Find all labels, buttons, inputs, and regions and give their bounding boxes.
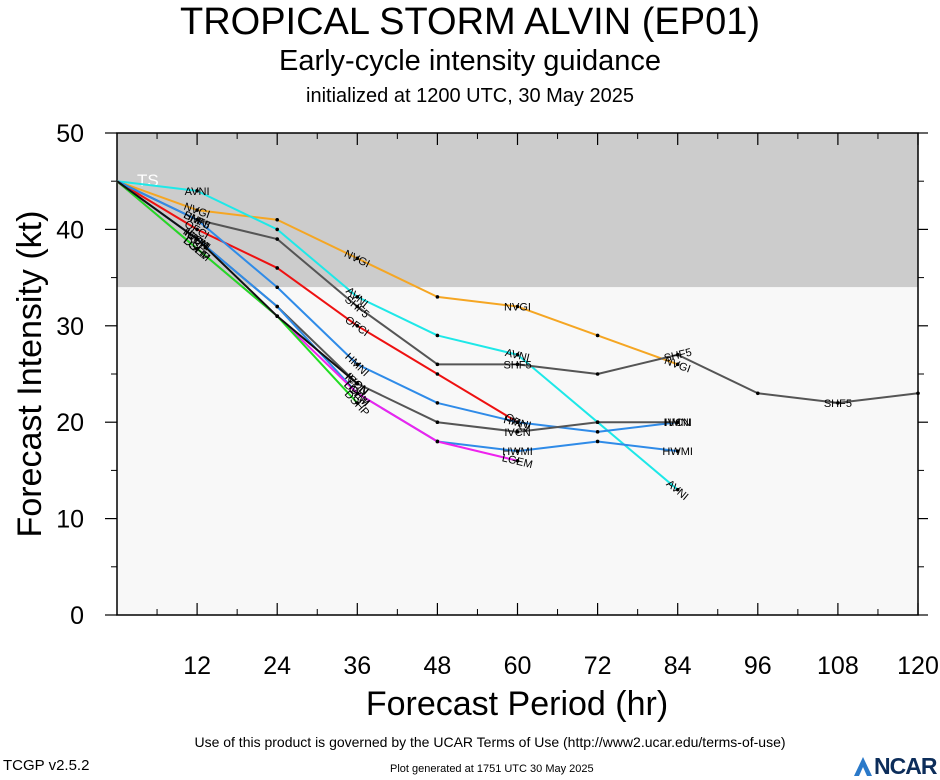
initialized-time: initialized at 1200 UTC, 30 May 2025 bbox=[306, 85, 634, 107]
x-tick-label: 48 bbox=[423, 652, 451, 680]
series-point-icon bbox=[275, 314, 280, 318]
series-point-avni bbox=[675, 487, 680, 492]
series-point-nvgi bbox=[355, 256, 360, 261]
series-point-shf5 bbox=[756, 391, 760, 396]
series-point-ofci bbox=[275, 266, 280, 270]
y-tick-label: 50 bbox=[56, 120, 84, 148]
chart-subtitle: Early-cycle intensity guidance bbox=[278, 45, 661, 77]
generated-time: Plot generated at 1751 UTC 30 May 2025 bbox=[390, 763, 594, 775]
series-point-nvgi bbox=[275, 217, 280, 222]
series-label-avni: AVNI bbox=[504, 347, 531, 364]
series-point-ivcn bbox=[515, 430, 520, 434]
series-point-ivcn bbox=[435, 420, 440, 425]
series-point-shf5 bbox=[595, 372, 600, 376]
series-point-nvgi bbox=[435, 295, 440, 299]
y-tick-label: 40 bbox=[56, 216, 84, 244]
x-tick-label: 24 bbox=[263, 652, 291, 680]
ncar-logo-icon bbox=[854, 757, 872, 776]
series-point-hwmi bbox=[595, 439, 600, 444]
chart-axes: 12 24 36 48 60 72 84 96 108 120 0 10 20 30 40 50 bbox=[56, 120, 939, 680]
x-tick-label: 12 bbox=[183, 652, 211, 680]
series-point-shf5 bbox=[435, 362, 440, 367]
series-label-nvgi: NVGI bbox=[504, 302, 531, 314]
series-line-icon bbox=[116, 180, 358, 385]
series-point-nvgi bbox=[675, 362, 680, 367]
series-point-avni bbox=[435, 333, 440, 338]
series-line-dshp bbox=[116, 180, 359, 404]
series-point-icon bbox=[355, 381, 360, 386]
x-tick-label: 96 bbox=[744, 652, 772, 680]
series-point-shf5 bbox=[515, 362, 520, 367]
series-point-shf5 bbox=[836, 401, 840, 405]
y-tick-label: 30 bbox=[56, 313, 84, 341]
ncar-logo: NCAR bbox=[852, 752, 938, 779]
series-point-hmni bbox=[195, 217, 199, 222]
series-point-ofci bbox=[435, 372, 440, 376]
series-line-nvgi bbox=[116, 180, 679, 366]
series-point-ofci bbox=[355, 324, 360, 328]
series-point-dshp bbox=[195, 246, 199, 251]
series-point-nvgi bbox=[595, 333, 600, 338]
series-label-ivcn: IVCN bbox=[504, 427, 530, 439]
y-tick-label: 0 bbox=[70, 602, 84, 630]
series-point-icon bbox=[195, 237, 199, 241]
series-label-ivcn: IVCN bbox=[665, 417, 691, 429]
series-label-hwmi: HWMI bbox=[502, 446, 533, 458]
band-ts bbox=[117, 133, 918, 288]
series-point-hmni bbox=[435, 401, 440, 405]
series-point-hwmi bbox=[515, 449, 520, 453]
chart-title: TROPICAL STORM ALVIN (EP01) bbox=[179, 1, 760, 43]
x-axis-label: Forecast Period (hr) bbox=[365, 685, 669, 723]
series-point-hmni bbox=[275, 285, 280, 290]
x-tick-label: 108 bbox=[817, 652, 859, 680]
series-point-shf5 bbox=[355, 304, 360, 309]
series-point-hmni bbox=[355, 362, 360, 367]
series-point-avni bbox=[195, 189, 199, 193]
series-point-avni bbox=[275, 227, 280, 232]
series-point-hwmi bbox=[675, 449, 680, 453]
series-point-lgem bbox=[355, 391, 360, 396]
x-tick-label: 60 bbox=[504, 652, 532, 680]
y-tick-label: 10 bbox=[56, 506, 84, 534]
series-point-shf5 bbox=[675, 352, 680, 357]
band-label: TS bbox=[137, 171, 159, 190]
series-point-avni bbox=[355, 295, 360, 299]
series-point-hmni bbox=[515, 420, 520, 425]
series-line-ofci bbox=[116, 180, 519, 424]
y-axis-label: Forecast Intensity (kt) bbox=[11, 210, 49, 538]
series-label-shf5: SHF5 bbox=[503, 359, 531, 371]
series-point-lgem bbox=[515, 458, 520, 463]
version-label: TCGP v2.5.2 bbox=[3, 757, 90, 774]
series-point-hmni bbox=[595, 430, 600, 434]
series-label-hmni: HMNI bbox=[664, 417, 692, 429]
series-point-ivcn bbox=[595, 420, 600, 425]
terms-of-use: Use of this product is governed by the U… bbox=[194, 734, 786, 750]
x-tick-label: 84 bbox=[664, 652, 692, 680]
series-label-shf5: SHF5 bbox=[824, 398, 852, 410]
x-tick-label: 72 bbox=[584, 652, 612, 680]
intensity-bands: TS bbox=[117, 133, 918, 615]
series-point-ivcn bbox=[675, 420, 680, 425]
series-point-ofci bbox=[195, 227, 199, 232]
x-tick-label: 36 bbox=[343, 652, 371, 680]
series-line-hmni bbox=[116, 180, 678, 433]
ncar-logo-text: NCAR bbox=[874, 753, 937, 779]
series-point-lgem bbox=[435, 439, 440, 444]
series-point-nvgi bbox=[195, 208, 199, 212]
series-point-hwmi bbox=[275, 304, 280, 309]
series-point-avni bbox=[515, 352, 520, 357]
series-label-hwmi: HWMI bbox=[662, 446, 693, 458]
series-point-shf5 bbox=[275, 237, 280, 241]
y-tick-label: 20 bbox=[56, 409, 84, 437]
series-line-avni bbox=[116, 180, 679, 491]
series-point-nvgi bbox=[515, 304, 520, 309]
x-tick-label: 120 bbox=[897, 652, 939, 680]
series-label-avni: AVNI bbox=[185, 186, 210, 198]
series-lines bbox=[116, 180, 920, 492]
series-point-dshp bbox=[355, 401, 360, 405]
series-point-shf5 bbox=[916, 391, 920, 396]
